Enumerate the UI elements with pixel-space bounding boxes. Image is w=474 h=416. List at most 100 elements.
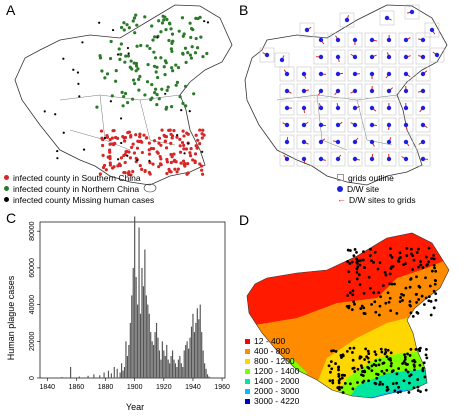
northern-dot — [381, 284, 385, 288]
dw-site — [420, 105, 426, 111]
red-dot — [117, 162, 121, 166]
panel-d-label: D — [239, 212, 250, 228]
northern-dot — [377, 291, 381, 294]
northern-dot — [353, 302, 356, 306]
red-dot — [176, 167, 180, 171]
green-dot — [162, 18, 166, 22]
northern-dot — [396, 259, 400, 263]
bar — [138, 227, 140, 378]
red-dot — [182, 143, 186, 147]
bar — [204, 363, 206, 378]
bar — [142, 286, 145, 378]
southern-dot — [351, 351, 354, 354]
northern-dot — [417, 298, 421, 301]
green-dot — [121, 104, 125, 108]
southern-dot — [424, 388, 428, 392]
northern-dot — [348, 280, 351, 284]
legend-item: infected county Missing human cases — [4, 194, 154, 205]
bar — [180, 363, 182, 378]
northern-dot — [356, 265, 360, 269]
bar — [78, 376, 80, 378]
green-dot — [98, 54, 102, 58]
northern-dot — [416, 247, 420, 251]
legend-item: 2000 - 3000 — [245, 386, 299, 396]
dw-site — [352, 156, 358, 162]
green-dot — [186, 50, 190, 55]
grid-cell — [398, 49, 414, 65]
southern-dot — [341, 373, 345, 377]
bar — [144, 249, 146, 378]
northern-dot — [352, 254, 356, 258]
legend-item: 12 - 400 — [245, 336, 299, 346]
red-dot — [180, 140, 185, 145]
red-dot — [184, 147, 189, 151]
grid-cell — [313, 83, 329, 99]
northern-dot — [415, 310, 419, 314]
dw-site — [352, 122, 358, 128]
dw-site — [318, 156, 324, 162]
green-dot — [170, 49, 174, 53]
southern-dot — [370, 364, 374, 368]
panel-d-map — [246, 232, 450, 399]
dw-site — [301, 105, 307, 111]
grid-cell — [381, 49, 397, 65]
red-dot — [169, 160, 173, 165]
dw-site — [384, 15, 390, 21]
red-dot — [144, 136, 149, 140]
southern-dot — [385, 385, 389, 389]
northern-dot — [388, 272, 392, 276]
northern-dot — [411, 314, 415, 318]
red-dot — [182, 147, 186, 151]
red-dot — [182, 162, 186, 166]
red-dot — [173, 167, 177, 171]
northern-dot — [432, 257, 436, 261]
grid-cell — [347, 49, 363, 65]
green-dot — [157, 97, 161, 101]
red-dot — [163, 134, 167, 139]
southern-dot — [337, 379, 341, 383]
grid-cell — [398, 32, 414, 48]
red-dot — [108, 157, 112, 161]
black-dot — [176, 134, 179, 137]
black-dot — [156, 36, 159, 39]
dw-site — [352, 37, 358, 43]
black-dot — [120, 141, 123, 145]
legend-label: grids outline — [348, 172, 394, 183]
grid-cell — [274, 52, 290, 68]
southern-dot — [359, 364, 363, 368]
bar — [150, 332, 152, 378]
southern-dot — [372, 363, 376, 366]
southern-dot — [389, 364, 393, 368]
grid-cell — [279, 100, 295, 116]
red-dot — [113, 141, 117, 145]
northern-dot — [390, 282, 394, 286]
red-dot — [148, 172, 152, 176]
red-dot — [108, 163, 113, 167]
black-dot — [117, 158, 120, 161]
dw-site — [344, 17, 350, 23]
green-dot — [143, 15, 147, 19]
black-dot — [206, 21, 210, 24]
southern-dot — [356, 381, 359, 384]
green-dot — [133, 31, 137, 35]
northern-dot — [433, 266, 436, 270]
northern-dot — [357, 273, 361, 277]
southern-dot — [408, 354, 412, 357]
southern-dot — [402, 379, 406, 383]
northern-dot — [434, 269, 438, 273]
red-dot — [122, 170, 126, 175]
bar — [201, 332, 203, 378]
y-tick-label: 40000 — [29, 295, 36, 315]
green-dot — [132, 78, 136, 82]
grid-cell — [330, 49, 346, 65]
northern-dot — [384, 301, 388, 305]
green-dot — [205, 51, 209, 56]
dw-site — [284, 88, 290, 94]
southern-dot — [393, 389, 397, 392]
red-dot — [186, 171, 190, 175]
northern-dot — [358, 283, 362, 287]
bar — [107, 370, 110, 378]
bar — [177, 359, 179, 378]
northern-dot — [404, 286, 408, 290]
dw-site — [301, 122, 307, 128]
